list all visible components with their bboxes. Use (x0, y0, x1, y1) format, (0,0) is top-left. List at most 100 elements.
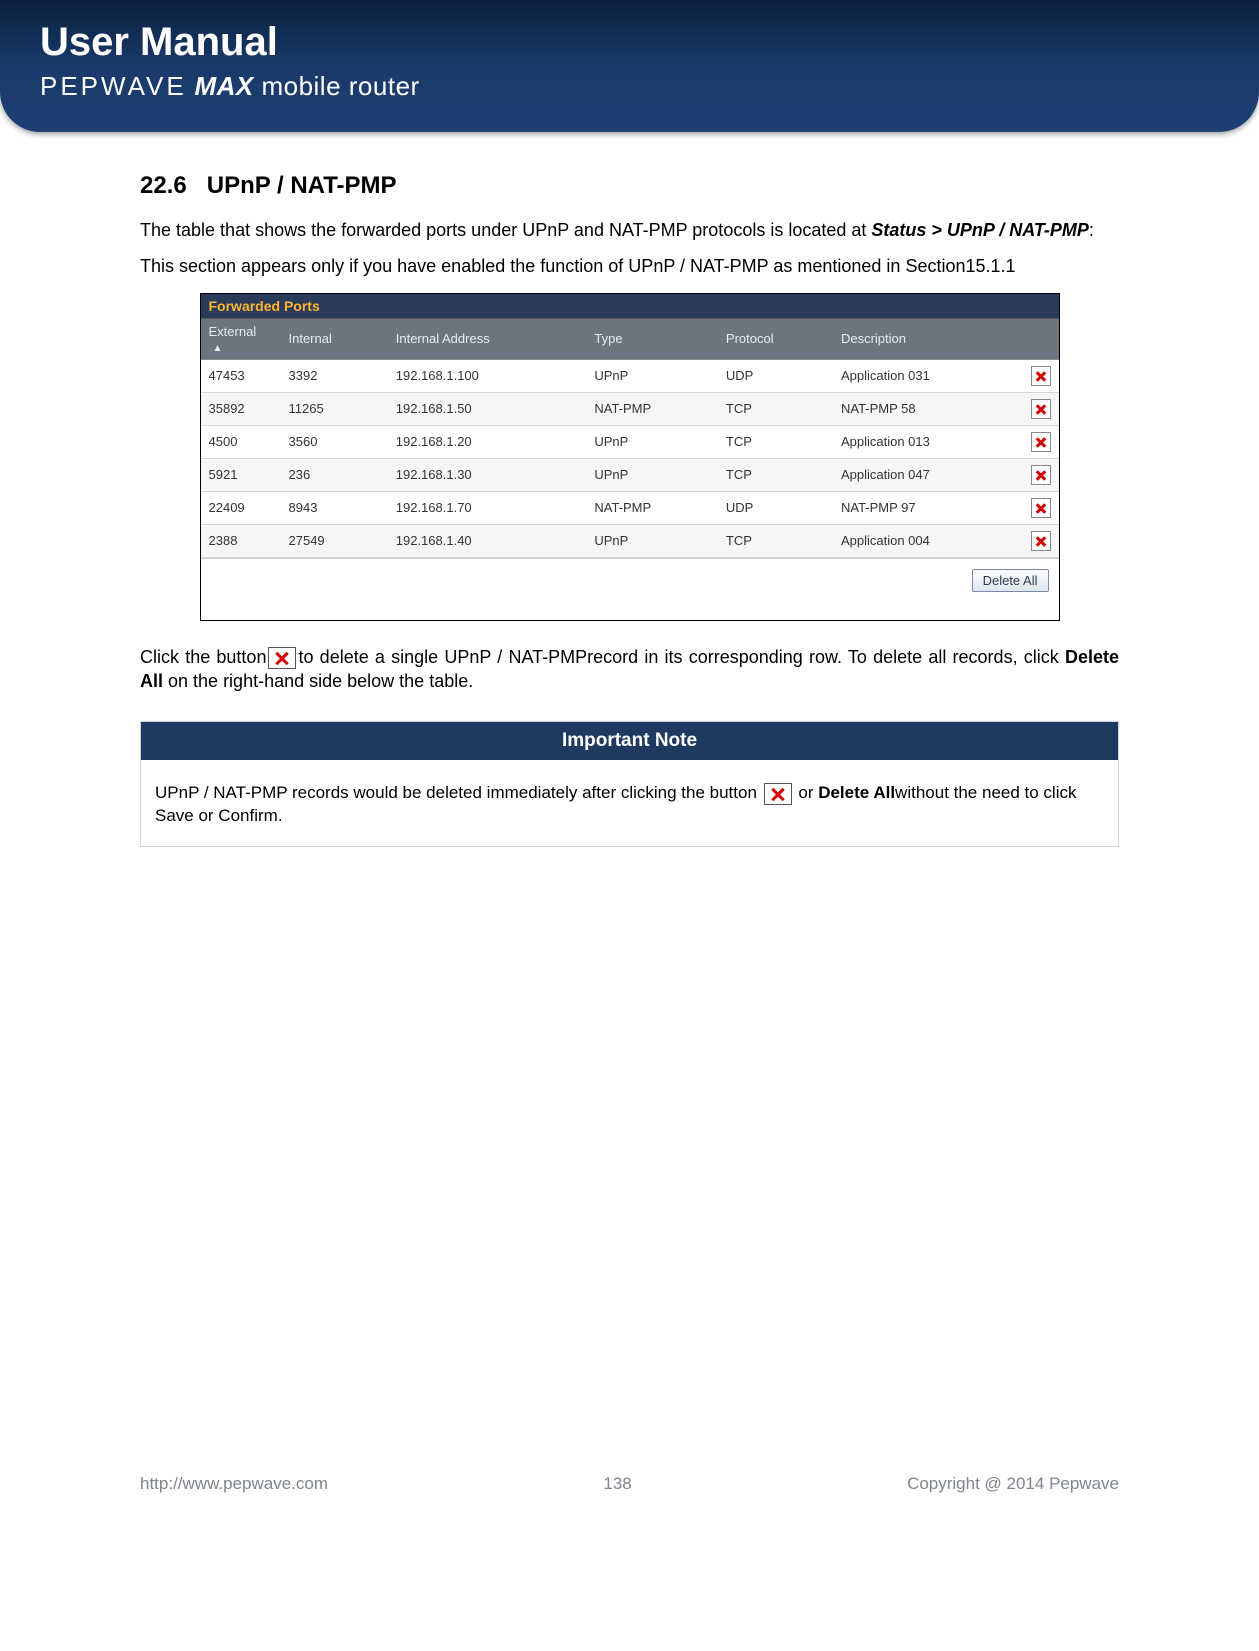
cell-desc: Application 047 (833, 458, 1023, 491)
delete-row-icon[interactable] (1031, 531, 1051, 551)
table-row: 3589211265192.168.1.50NAT-PMPTCPNAT-PMP … (201, 392, 1059, 425)
table-row: 238827549192.168.1.40UPnPTCPApplication … (201, 524, 1059, 557)
cell-external: 5921 (201, 458, 281, 491)
delete-all-button[interactable]: Delete All (972, 569, 1049, 592)
document-header: User Manual PEPWAVE MAX mobile router (0, 0, 1259, 132)
note-text-b: or (794, 783, 819, 802)
cell-desc: NAT-PMP 97 (833, 491, 1023, 524)
delete-row-icon[interactable] (1031, 399, 1051, 419)
product-name: MAX (194, 71, 253, 101)
col-internal[interactable]: Internal (281, 319, 388, 360)
instruction-paragraph: Click the button to delete a single UPnP … (140, 645, 1119, 694)
cell-external: 22409 (201, 491, 281, 524)
p3-text-b: to delete a single UPnP / NAT-PMPrecord … (298, 647, 1065, 667)
p3-text-d: on the right-hand side below the table. (163, 671, 473, 691)
cell-internal: 27549 (281, 524, 388, 557)
delete-row-icon[interactable] (1031, 432, 1051, 452)
page-footer: http://www.pepwave.com 138 Copyright @ 2… (140, 1474, 1119, 1494)
important-note-box: Important Note UPnP / NAT-PMP records wo… (140, 721, 1119, 847)
cell-type: UPnP (586, 359, 718, 392)
cell-proto: TCP (718, 458, 833, 491)
cell-desc: Application 004 (833, 524, 1023, 557)
cell-delete (1023, 392, 1059, 425)
cell-addr: 192.168.1.50 (388, 392, 587, 425)
cell-external: 4500 (201, 425, 281, 458)
cell-proto: TCP (718, 392, 833, 425)
forwarded-ports-panel: Forwarded Ports External ▲ Internal Inte… (200, 293, 1060, 621)
intro-paragraph-1: The table that shows the forwarded ports… (140, 218, 1119, 242)
cell-type: UPnP (586, 458, 718, 491)
cell-delete (1023, 425, 1059, 458)
page-content: 22.6 UPnP / NAT-PMP The table that shows… (0, 132, 1259, 1512)
cell-delete (1023, 524, 1059, 557)
note-text-a: UPnP / NAT-PMP records would be deleted … (155, 783, 762, 802)
section-number: 22.6 (140, 172, 187, 199)
section-heading: 22.6 UPnP / NAT-PMP (140, 172, 1119, 200)
footer-url: http://www.pepwave.com (140, 1474, 328, 1494)
cell-desc: NAT-PMP 58 (833, 392, 1023, 425)
cell-external: 35892 (201, 392, 281, 425)
delete-row-icon[interactable] (1031, 498, 1051, 518)
p3-text-a: Click the button (140, 647, 266, 667)
delete-row-icon[interactable] (1031, 366, 1051, 386)
col-delete (1023, 319, 1059, 360)
cell-internal: 3560 (281, 425, 388, 458)
brand-name: PEPWAVE (40, 71, 187, 101)
cell-type: NAT-PMP (586, 491, 718, 524)
cell-external: 47453 (201, 359, 281, 392)
cell-external: 2388 (201, 524, 281, 557)
cell-type: UPnP (586, 425, 718, 458)
delete-row-icon (764, 783, 792, 805)
cell-type: UPnP (586, 524, 718, 557)
note-heading: Important Note (141, 722, 1118, 760)
note-delete-all: Delete All (818, 783, 895, 802)
cell-proto: TCP (718, 524, 833, 557)
panel-title: Forwarded Ports (201, 294, 1059, 319)
footer-page-number: 138 (603, 1474, 631, 1494)
table-row: 474533392192.168.1.100UPnPUDPApplication… (201, 359, 1059, 392)
table-row: 5921236192.168.1.30UPnPTCPApplication 04… (201, 458, 1059, 491)
cell-internal: 8943 (281, 491, 388, 524)
p1-path: Status > UPnP / NAT-PMP (871, 220, 1089, 240)
cell-addr: 192.168.1.30 (388, 458, 587, 491)
cell-internal: 236 (281, 458, 388, 491)
cell-delete (1023, 458, 1059, 491)
note-body: UPnP / NAT-PMP records would be deleted … (141, 760, 1118, 846)
cell-addr: 192.168.1.20 (388, 425, 587, 458)
section-title: UPnP / NAT-PMP (207, 172, 397, 199)
cell-type: NAT-PMP (586, 392, 718, 425)
cell-addr: 192.168.1.70 (388, 491, 587, 524)
table-header-row: External ▲ Internal Internal Address Typ… (201, 319, 1059, 360)
table-row: 224098943192.168.1.70NAT-PMPUDPNAT-PMP 9… (201, 491, 1059, 524)
cell-addr: 192.168.1.40 (388, 524, 587, 557)
cell-internal: 11265 (281, 392, 388, 425)
cell-desc: Application 031 (833, 359, 1023, 392)
footer-copyright: Copyright @ 2014 Pepwave (907, 1474, 1119, 1494)
delete-all-row: Delete All (201, 558, 1059, 596)
delete-row-icon (268, 647, 296, 669)
cell-delete (1023, 491, 1059, 524)
manual-subtitle: PEPWAVE MAX mobile router (40, 71, 1219, 102)
manual-title: User Manual (40, 20, 1219, 65)
cell-proto: UDP (718, 359, 833, 392)
col-external-label: External (209, 324, 257, 339)
sort-asc-icon: ▲ (213, 343, 223, 354)
col-protocol[interactable]: Protocol (718, 319, 833, 360)
product-tagline: mobile router (261, 71, 419, 101)
col-description[interactable]: Description (833, 319, 1023, 360)
cell-proto: UDP (718, 491, 833, 524)
col-type[interactable]: Type (586, 319, 718, 360)
cell-internal: 3392 (281, 359, 388, 392)
p1-colon: : (1089, 220, 1094, 240)
cell-desc: Application 013 (833, 425, 1023, 458)
col-external[interactable]: External ▲ (201, 319, 281, 360)
forwarded-ports-table: External ▲ Internal Internal Address Typ… (201, 319, 1059, 558)
col-internal-address[interactable]: Internal Address (388, 319, 587, 360)
cell-addr: 192.168.1.100 (388, 359, 587, 392)
cell-proto: TCP (718, 425, 833, 458)
intro-paragraph-2: This section appears only if you have en… (140, 254, 1119, 278)
cell-delete (1023, 359, 1059, 392)
table-row: 45003560192.168.1.20UPnPTCPApplication 0… (201, 425, 1059, 458)
delete-row-icon[interactable] (1031, 465, 1051, 485)
p1-text-a: The table that shows the forwarded ports… (140, 220, 871, 240)
